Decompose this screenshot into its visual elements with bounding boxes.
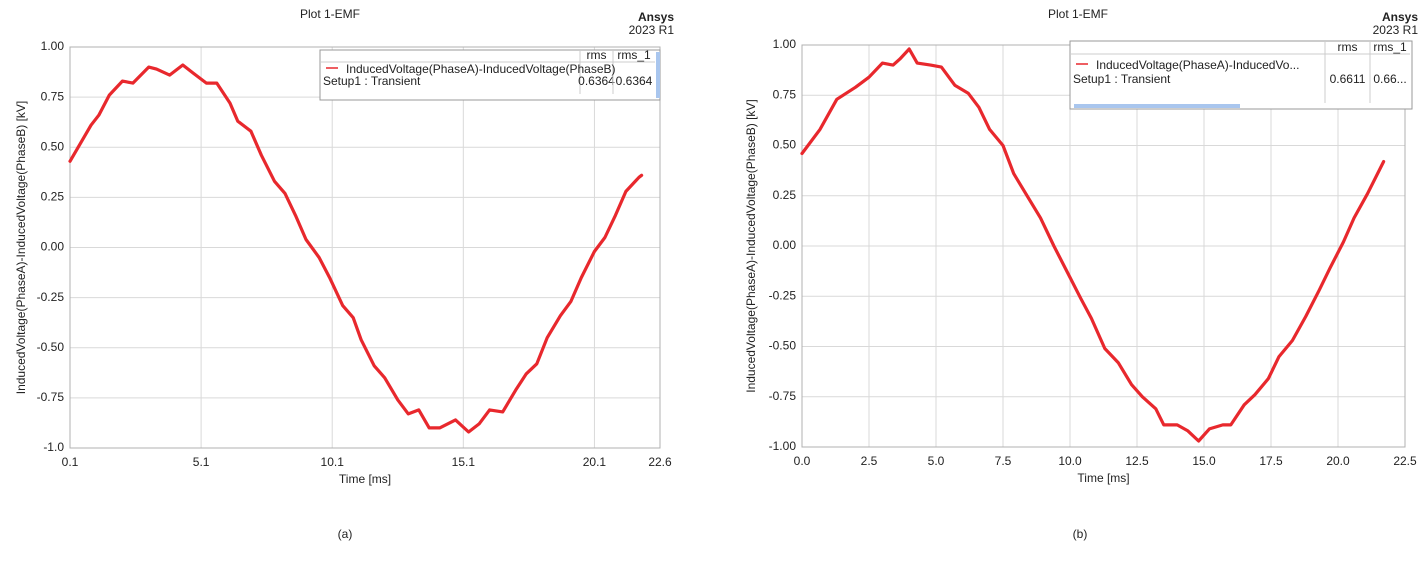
chart-title: Plot 1-EMF bbox=[1048, 7, 1108, 21]
y-axis-label: InducedVoltage(PhaseA)-InducedVoltage(Ph… bbox=[744, 99, 758, 393]
y-tick-label: 0.25 bbox=[41, 190, 65, 204]
data-line bbox=[800, 47, 1386, 443]
legend-value: 0.6364 bbox=[616, 74, 653, 88]
data-line bbox=[68, 63, 644, 434]
y-tick-label: -0.75 bbox=[769, 389, 797, 403]
y-tick-label: -0.25 bbox=[769, 288, 797, 302]
legend-column: rms bbox=[1338, 40, 1358, 54]
y-tick-label: 0.50 bbox=[773, 138, 797, 152]
y-tick-label: -0.25 bbox=[37, 290, 65, 304]
brand: Ansys bbox=[1382, 10, 1418, 24]
y-axis-label: InducedVoltage(PhaseA)-InducedVoltage(Ph… bbox=[14, 101, 28, 395]
x-tick-label: 15.1 bbox=[452, 455, 476, 469]
x-tick-label: 5.1 bbox=[193, 455, 210, 469]
x-tick-label: 20.0 bbox=[1326, 454, 1350, 468]
legend-value: 0.6364 bbox=[578, 74, 615, 88]
y-tick-label: -0.50 bbox=[37, 340, 65, 354]
x-tick-label: 22.5 bbox=[1393, 454, 1417, 468]
legend-entry: InducedVoltage(PhaseA)-InducedVoltage(Ph… bbox=[346, 62, 616, 76]
y-tick-label: 1.00 bbox=[773, 37, 797, 51]
legend-column: rms_1 bbox=[1373, 40, 1407, 54]
legend-scrollbar[interactable] bbox=[656, 52, 660, 98]
y-tick-label: 0.50 bbox=[41, 139, 65, 153]
legend-entry: InducedVoltage(PhaseA)-InducedVo... bbox=[1096, 58, 1299, 72]
caption: (a) bbox=[338, 527, 353, 541]
plot-frame bbox=[69, 46, 661, 449]
chart-title: Plot 1-EMF bbox=[300, 7, 360, 21]
brand: Ansys bbox=[638, 10, 674, 24]
legend-column: rms_1 bbox=[617, 48, 651, 62]
version: 2023 R1 bbox=[629, 23, 675, 37]
legend-subtitle: Setup1 : Transient bbox=[1073, 72, 1171, 86]
x-tick-label: 7.5 bbox=[995, 454, 1012, 468]
x-axis-label: Time [ms] bbox=[339, 472, 391, 486]
y-tick-label: -1.0 bbox=[43, 440, 64, 454]
legend-box bbox=[1069, 40, 1413, 110]
x-axis-label: Time [ms] bbox=[1077, 471, 1129, 485]
x-tick-label: 10.1 bbox=[321, 455, 345, 469]
y-tick-label: 0.75 bbox=[773, 87, 797, 101]
x-tick-label: 22.6 bbox=[648, 455, 672, 469]
x-tick-label: 5.0 bbox=[928, 454, 945, 468]
y-tick-label: -1.00 bbox=[769, 439, 797, 453]
x-tick-label: 15.0 bbox=[1192, 454, 1216, 468]
x-tick-label: 12.5 bbox=[1125, 454, 1149, 468]
legend-column: rms bbox=[587, 48, 607, 62]
y-tick-label: 0.25 bbox=[773, 188, 797, 202]
legend-value: 0.66... bbox=[1373, 72, 1406, 86]
y-tick-label: 0.00 bbox=[773, 238, 797, 252]
y-tick-label: 0.00 bbox=[41, 240, 65, 254]
legend-subtitle: Setup1 : Transient bbox=[323, 74, 421, 88]
x-tick-label: 0.1 bbox=[62, 455, 79, 469]
x-tick-label: 10.0 bbox=[1058, 454, 1082, 468]
x-tick-label: 17.5 bbox=[1259, 454, 1283, 468]
legend-value: 0.6611 bbox=[1330, 72, 1366, 86]
y-tick-label: -0.50 bbox=[769, 339, 797, 353]
x-tick-label: 20.1 bbox=[583, 455, 607, 469]
caption: (b) bbox=[1073, 527, 1088, 541]
version: 2023 R1 bbox=[1373, 23, 1419, 37]
y-tick-label: 0.75 bbox=[41, 89, 65, 103]
x-tick-label: 2.5 bbox=[861, 454, 878, 468]
y-tick-label: 1.00 bbox=[41, 39, 65, 53]
legend-scrollbar[interactable] bbox=[1074, 104, 1240, 108]
y-tick-label: -0.75 bbox=[37, 390, 65, 404]
x-tick-label: 0.0 bbox=[794, 454, 811, 468]
